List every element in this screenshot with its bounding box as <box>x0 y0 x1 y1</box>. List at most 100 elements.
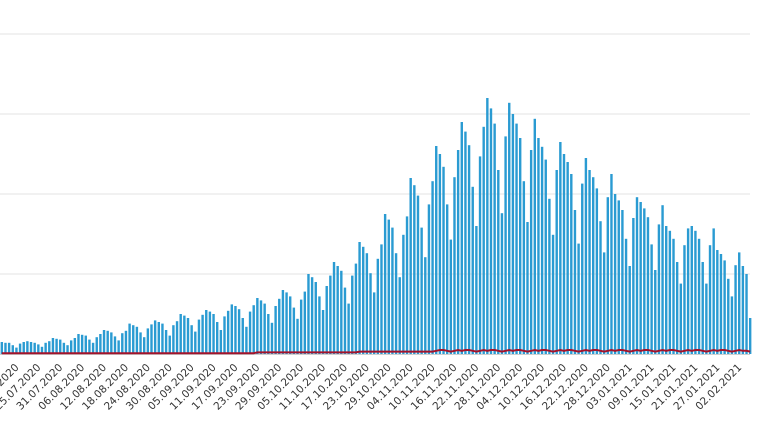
bar <box>577 243 580 354</box>
bar <box>80 334 84 354</box>
bar <box>208 311 212 354</box>
bar <box>150 324 153 354</box>
bar <box>602 252 606 354</box>
bar <box>409 178 412 354</box>
bar <box>581 183 584 354</box>
bar <box>639 202 642 354</box>
bar <box>683 245 686 354</box>
bar <box>380 244 383 354</box>
bar <box>376 258 380 354</box>
bar <box>500 213 504 354</box>
bar <box>318 296 321 354</box>
bar <box>135 326 139 354</box>
bar <box>26 341 29 354</box>
bar <box>741 266 745 354</box>
bar <box>394 253 398 354</box>
bar <box>508 102 511 354</box>
bar <box>325 286 328 354</box>
bar <box>84 335 87 354</box>
bar <box>402 234 405 354</box>
bar <box>168 335 171 354</box>
bar <box>212 314 215 354</box>
bar <box>197 319 201 354</box>
bar <box>223 316 226 354</box>
bar <box>478 156 482 354</box>
bar <box>727 278 730 354</box>
bar <box>252 305 255 354</box>
bar <box>91 342 95 354</box>
bar <box>617 200 620 354</box>
bar <box>139 332 142 354</box>
bar <box>661 205 664 354</box>
bar <box>562 154 566 354</box>
bar <box>427 204 431 354</box>
bar <box>179 314 182 354</box>
bar <box>153 320 157 354</box>
bar <box>738 252 741 354</box>
bar <box>686 228 690 354</box>
bar <box>493 123 496 354</box>
bar <box>102 330 106 354</box>
bar <box>730 296 734 354</box>
bar <box>599 221 602 354</box>
bar <box>18 343 22 354</box>
bar <box>314 282 317 354</box>
bar <box>40 346 44 354</box>
bar <box>226 310 230 354</box>
bar <box>332 262 336 354</box>
bar <box>544 159 547 354</box>
bar <box>285 292 288 354</box>
bar <box>537 138 540 354</box>
bar <box>723 260 726 354</box>
bar <box>391 227 394 354</box>
bar <box>431 181 434 354</box>
bar <box>234 306 237 354</box>
bar <box>504 136 507 354</box>
bar <box>29 342 33 354</box>
bar <box>708 245 712 354</box>
bar <box>33 342 36 354</box>
bar <box>132 325 135 354</box>
bar <box>584 158 588 354</box>
bar <box>745 274 748 354</box>
bar <box>241 318 244 354</box>
bar <box>734 265 737 354</box>
bar <box>365 253 369 354</box>
bar <box>497 170 500 354</box>
bar <box>679 283 683 354</box>
bar <box>22 342 25 354</box>
bar <box>351 275 354 354</box>
bar <box>237 309 241 354</box>
bar <box>336 266 339 354</box>
bar <box>95 337 98 354</box>
bar <box>420 227 423 354</box>
bar <box>559 142 562 354</box>
bar <box>413 185 416 354</box>
bar <box>117 340 120 354</box>
bar <box>570 174 573 354</box>
bar <box>595 188 599 354</box>
bar <box>66 345 69 354</box>
bar <box>690 226 693 354</box>
bar <box>675 262 679 354</box>
bar <box>387 219 390 354</box>
bar <box>263 303 266 354</box>
bar <box>329 275 332 354</box>
bar <box>142 337 146 354</box>
bar <box>124 330 128 354</box>
bar <box>424 257 427 354</box>
bar <box>340 270 343 354</box>
bar <box>157 322 161 354</box>
bar <box>146 328 150 354</box>
bar <box>110 332 113 354</box>
bar <box>591 177 595 354</box>
bar <box>701 262 704 354</box>
bar <box>719 254 723 354</box>
bar <box>449 239 453 354</box>
bar <box>657 224 661 354</box>
bar <box>51 338 55 354</box>
bar <box>518 138 522 354</box>
bar <box>358 242 361 354</box>
bar <box>613 194 617 354</box>
bar <box>694 230 697 354</box>
